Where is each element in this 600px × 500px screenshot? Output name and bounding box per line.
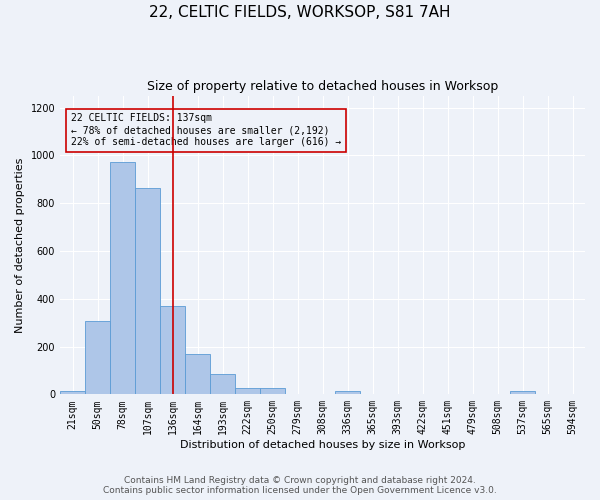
Bar: [60, 392, 85, 394]
Y-axis label: Number of detached properties: Number of detached properties: [15, 158, 25, 332]
Title: Size of property relative to detached houses in Worksop: Size of property relative to detached ho…: [147, 80, 498, 93]
Text: 22 CELTIC FIELDS: 137sqm
← 78% of detached houses are smaller (2,192)
22% of sem: 22 CELTIC FIELDS: 137sqm ← 78% of detach…: [71, 114, 341, 146]
Bar: [135, 188, 160, 394]
Bar: [185, 354, 210, 395]
Bar: [260, 388, 285, 394]
X-axis label: Distribution of detached houses by size in Worksop: Distribution of detached houses by size …: [180, 440, 465, 450]
Text: 22, CELTIC FIELDS, WORKSOP, S81 7AH: 22, CELTIC FIELDS, WORKSOP, S81 7AH: [149, 5, 451, 20]
Text: Contains HM Land Registry data © Crown copyright and database right 2024.
Contai: Contains HM Land Registry data © Crown c…: [103, 476, 497, 495]
Bar: [210, 374, 235, 394]
Bar: [85, 322, 110, 394]
Bar: [110, 162, 135, 394]
Bar: [235, 388, 260, 394]
Bar: [160, 306, 185, 394]
Bar: [510, 392, 535, 394]
Bar: [335, 392, 360, 394]
